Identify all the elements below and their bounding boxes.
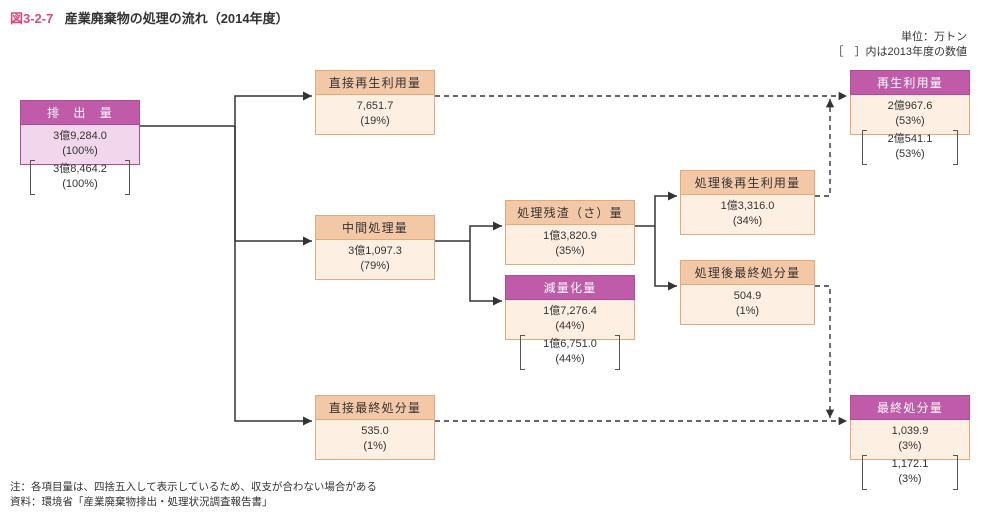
- node-post-recycle-label: 処理後再生利用量: [680, 170, 815, 195]
- node-intermediate: 中間処理量 3億1,097.3 (79%): [315, 215, 435, 280]
- node-emission-label: 排 出 量: [20, 100, 140, 125]
- node-residue: 処理残渣（さ）量 1億3,820.9 (35%): [505, 200, 635, 265]
- node-post-recycle: 処理後再生利用量 1億3,316.0 (34%): [680, 170, 815, 235]
- flow-edges: [0, 0, 987, 519]
- node-residue-label: 処理残渣（さ）量: [505, 200, 635, 225]
- footnote-line-1: 注：各項目量は、四捨五入して表示しているため、収支が合わない場合がある: [10, 480, 377, 496]
- node-direct-final-label: 直接最終処分量: [315, 395, 435, 420]
- unit-line-2: ［ ］内は2013年度の数値: [833, 45, 967, 60]
- footnote-line-2: 資料：環境省「産業廃棄物排出・処理状況調査報告書」: [10, 495, 377, 511]
- node-intermediate-label: 中間処理量: [315, 215, 435, 240]
- footnote: 注：各項目量は、四捨五入して表示しているため、収支が合わない場合がある 資料：環…: [10, 480, 377, 512]
- node-direct-recycle: 直接再生利用量 7,651.7 (19%): [315, 70, 435, 135]
- node-recycle-total-prev: 2億541.1 (53%): [862, 130, 958, 165]
- node-direct-recycle-label: 直接再生利用量: [315, 70, 435, 95]
- node-emission-body: 3億9,284.0 (100%): [20, 125, 140, 165]
- node-post-final: 処理後最終処分量 504.9 (1%): [680, 260, 815, 325]
- node-recycle-total-label: 再生利用量: [850, 70, 970, 95]
- node-emission: 排 出 量 3億9,284.0 (100%): [20, 100, 140, 165]
- figure-title-text: 産業廃棄物の処理の流れ（2014年度）: [65, 11, 289, 26]
- figure-number: 図3-2-7: [10, 11, 53, 26]
- node-recycle-total: 再生利用量 2億967.6 (53%): [850, 70, 970, 135]
- node-reduction-prev: 1億6,751.0 (44%): [520, 335, 620, 370]
- node-final-total: 最終処分量 1,039.9 (3%): [850, 395, 970, 460]
- node-final-total-prev: 1,172.1 (3%): [862, 455, 958, 490]
- node-reduction-label: 減量化量: [505, 275, 635, 300]
- figure-title: 図3-2-7 産業廃棄物の処理の流れ（2014年度）: [10, 8, 289, 27]
- node-emission-prev: 3億8,464.2 (100%): [30, 160, 130, 195]
- unit-note: 単位：万トン ［ ］内は2013年度の数値: [833, 30, 967, 61]
- node-direct-final: 直接最終処分量 535.0 (1%): [315, 395, 435, 460]
- node-reduction: 減量化量 1億7,276.4 (44%): [505, 275, 635, 340]
- node-post-final-label: 処理後最終処分量: [680, 260, 815, 285]
- unit-line-1: 単位：万トン: [833, 30, 967, 45]
- node-final-total-label: 最終処分量: [850, 395, 970, 420]
